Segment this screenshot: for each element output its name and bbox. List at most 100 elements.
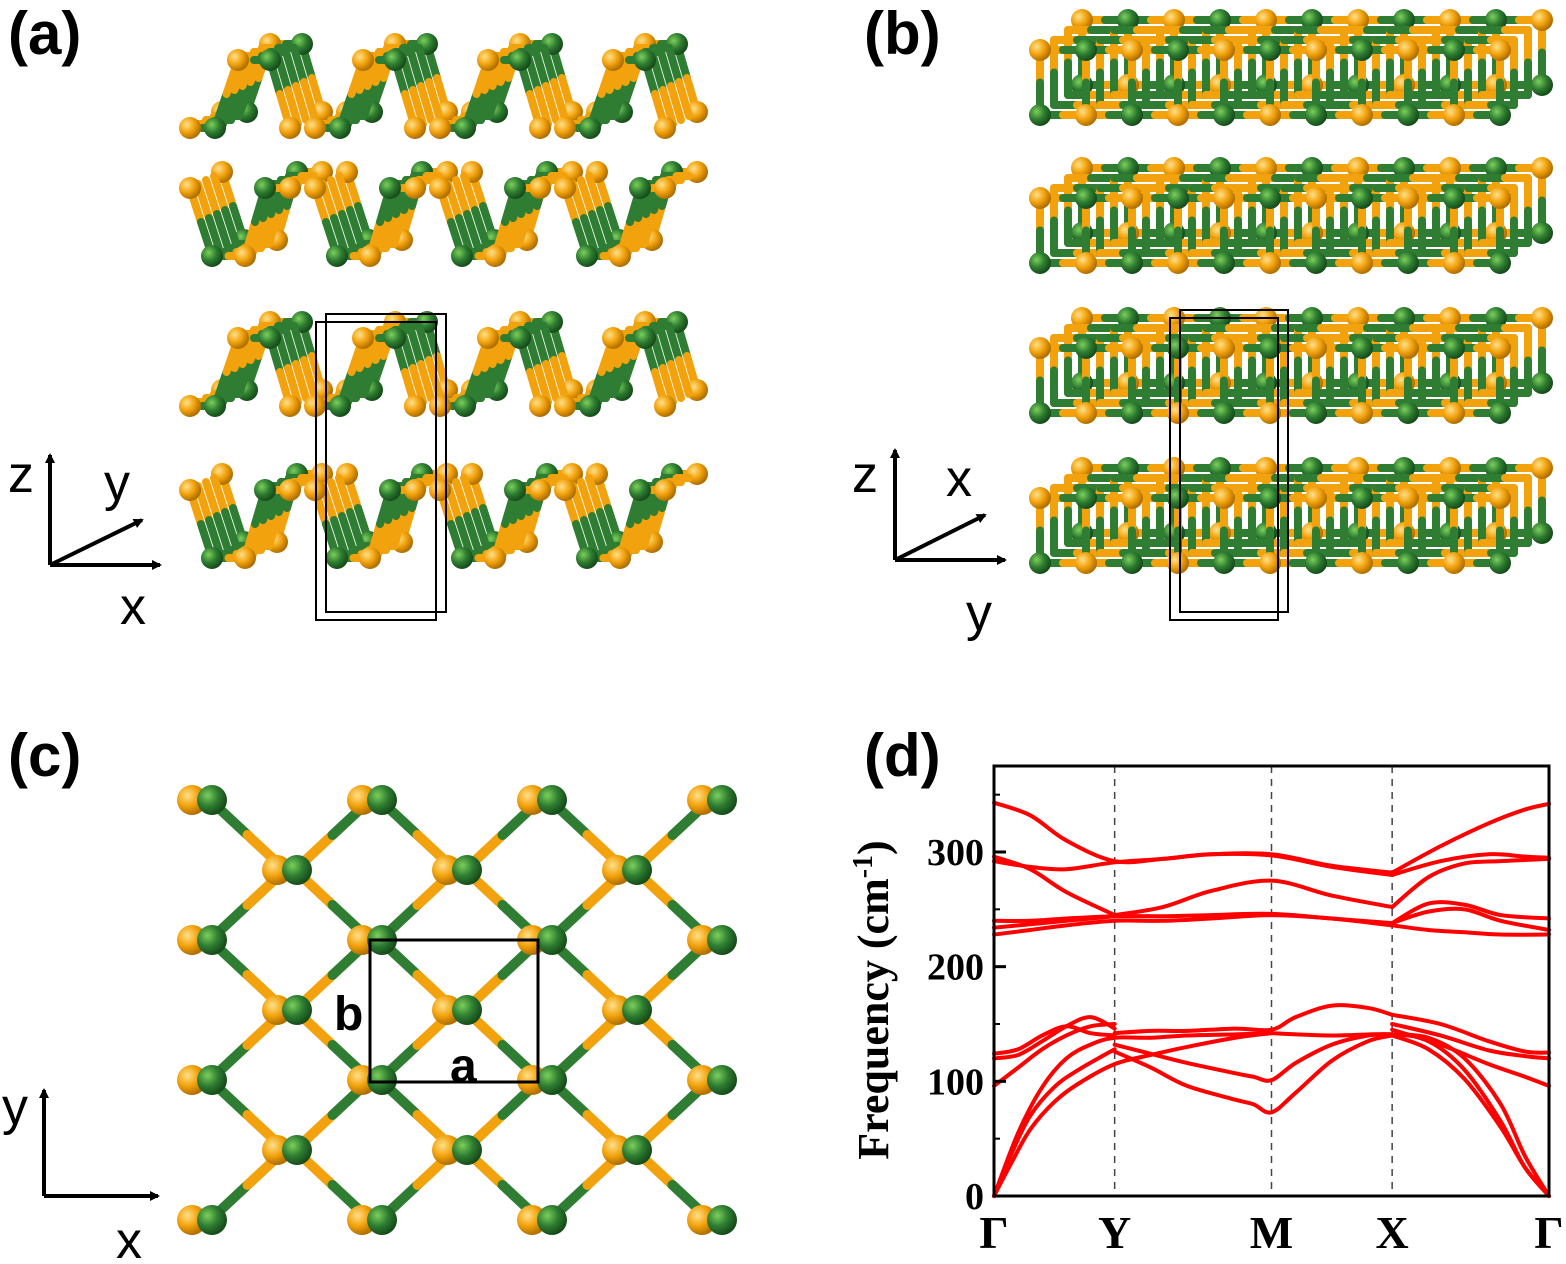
phonon-dispersion-chart: 0 100 200 300 Γ Y M X Γ Frequency (cm-1): [848, 764, 1564, 1258]
x-tick-label: Y: [1098, 1207, 1131, 1258]
chart-gridlines: [1113, 766, 1393, 1196]
bond: [249, 214, 267, 256]
atom-orange: [1531, 157, 1553, 179]
bond: [382, 512, 400, 554]
atom-green: [1393, 457, 1415, 479]
atom-orange: [1071, 9, 1093, 31]
panel-b-axes: [890, 448, 1007, 565]
atom-green: [537, 785, 567, 815]
phonon-branch-3: [992, 1022, 1117, 1088]
bond: [515, 508, 533, 550]
atom-green: [1305, 252, 1327, 274]
atom-green: [1305, 104, 1327, 126]
atom-orange: [279, 479, 301, 501]
bond: [282, 48, 300, 90]
atom-orange: [304, 177, 326, 199]
phonon-branch-16: [1390, 801, 1551, 875]
atom-green: [634, 49, 656, 71]
bond: [219, 86, 239, 128]
bond: [469, 364, 489, 406]
bond: [257, 512, 275, 554]
atom-green: [367, 1065, 397, 1095]
atom-orange: [654, 395, 676, 417]
atom-green: [1301, 457, 1323, 479]
bond: [640, 206, 658, 248]
atom-green: [537, 925, 567, 955]
bond: [213, 512, 232, 554]
atom-orange: [1305, 337, 1327, 359]
panel-a-axis-y: y: [104, 454, 130, 512]
atom-orange: [1439, 307, 1461, 329]
bond: [352, 360, 372, 402]
bond: [477, 360, 497, 402]
phonon-branch-8: [1112, 1003, 1395, 1036]
atom-orange: [352, 327, 374, 349]
bond: [219, 364, 239, 406]
atom-green: [1443, 487, 1465, 509]
atom-orange: [429, 395, 451, 417]
bond: [330, 516, 349, 558]
bond: [407, 326, 425, 368]
atom-orange: [1305, 187, 1327, 209]
bond: [235, 356, 255, 398]
atom-orange: [1029, 39, 1051, 61]
x-tick-label: Γ: [1534, 1207, 1563, 1258]
bond: [596, 508, 615, 550]
atom-orange: [1213, 487, 1235, 509]
bond: [665, 44, 683, 86]
atom-green: [1121, 552, 1143, 574]
atom-orange: [404, 177, 426, 199]
atom-green: [1259, 337, 1281, 359]
bond: [657, 326, 675, 368]
atom-green: [576, 547, 598, 569]
atom-green: [1305, 552, 1327, 574]
atom-green: [1029, 402, 1051, 424]
bond: [282, 326, 300, 368]
bond: [346, 508, 365, 550]
phonon-branch-18: [1390, 852, 1551, 877]
phonon-branch-24: [992, 914, 1117, 930]
atom-green: [259, 49, 281, 71]
y-tick-label: 200: [927, 947, 984, 989]
panel-a-structure: [179, 33, 708, 621]
panel-a-axis-x: x: [120, 578, 146, 636]
atom-orange: [1351, 252, 1373, 274]
bond: [659, 364, 677, 406]
bond: [534, 86, 552, 128]
atom-green: [1489, 552, 1511, 574]
atom-orange: [1305, 487, 1327, 509]
bond: [657, 48, 675, 90]
atom-orange: [602, 49, 624, 71]
atom-green: [1213, 402, 1235, 424]
panel-d-label: (d): [864, 722, 941, 789]
atom-green: [282, 1135, 312, 1165]
bond: [596, 206, 615, 248]
bond: [532, 48, 550, 90]
atom-green: [1531, 74, 1553, 96]
bond: [390, 206, 408, 248]
bond: [594, 364, 614, 406]
bond: [667, 82, 685, 124]
atom-orange: [429, 479, 451, 501]
atom-green: [504, 479, 526, 501]
panel-b-structure: [1029, 9, 1553, 621]
atom-green: [1485, 9, 1507, 31]
atom-green: [1209, 157, 1231, 179]
atom-orange: [1259, 104, 1281, 126]
atom-orange: [1213, 187, 1235, 209]
bond: [542, 360, 560, 402]
panel-c-axis-y: y: [2, 1078, 28, 1136]
atom-green: [707, 785, 737, 815]
phonon-branch-7: [1112, 1032, 1395, 1083]
bond: [344, 86, 364, 128]
atom-green: [1485, 307, 1507, 329]
atom-green: [1121, 402, 1143, 424]
panel-c-structure: [177, 785, 737, 1235]
atom-orange: [1439, 157, 1461, 179]
atom-green: [1393, 307, 1415, 329]
x-tick-label: Γ: [979, 1207, 1008, 1258]
atom-green: [1351, 39, 1373, 61]
bond: [550, 78, 568, 120]
bond: [460, 172, 479, 214]
atom-green: [1213, 252, 1235, 274]
